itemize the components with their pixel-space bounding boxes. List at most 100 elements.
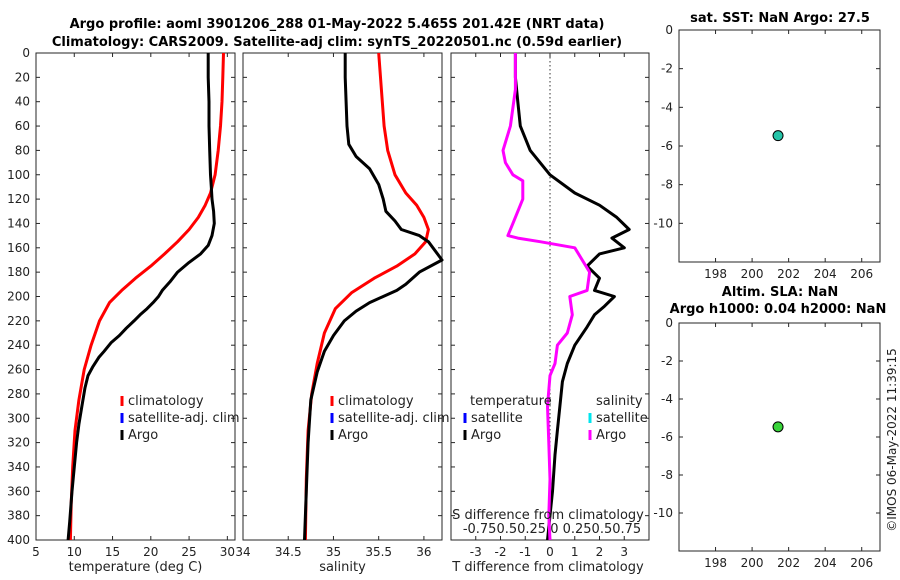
y-tick-label: 200 xyxy=(7,290,30,304)
salinity-panel: 34 34.5 35 35.5 36 salinity climatology satelli… xyxy=(235,52,450,575)
y-tick-label: 280 xyxy=(7,387,30,401)
x-tick-label: 34.5 xyxy=(275,545,302,559)
x-tick-label: -3 xyxy=(470,545,482,559)
y-tick-label: 0 xyxy=(22,46,30,60)
y-tick-label: 260 xyxy=(7,363,30,377)
y-tick-label: -8 xyxy=(661,468,673,482)
x-tick-label: 1 xyxy=(571,545,579,559)
sla-panel-title-line-2: Argo h1000: 0.04 h2000: NaN xyxy=(670,302,887,317)
y-tick-label: -4 xyxy=(661,392,673,406)
y-tick-label: 300 xyxy=(7,411,30,425)
y-tick-label: 240 xyxy=(7,338,30,352)
y-tick-label: 60 xyxy=(15,119,30,133)
legend-label: Argo xyxy=(128,428,158,443)
x-tick-label: 206 xyxy=(850,267,873,281)
plot-frame xyxy=(35,52,236,541)
y-tick-label: 220 xyxy=(7,314,30,328)
legend-label: Argo xyxy=(596,428,626,443)
y-tick-label: -4 xyxy=(661,100,673,114)
title-line-1: Argo profile: aoml 3901206_288 01-May-20… xyxy=(70,17,605,32)
y-tick-label: 0 xyxy=(665,23,673,37)
argo-position-marker xyxy=(772,130,784,142)
x-tick-label: 200 xyxy=(741,267,764,281)
x-axis-label: T difference from climatology xyxy=(451,560,644,575)
x-tick-label: 202 xyxy=(777,267,800,281)
y-tick-label: 340 xyxy=(7,460,30,474)
series-t-argo-line xyxy=(513,53,631,541)
y-tick-label: -2 xyxy=(661,354,673,368)
y-tick-label: 320 xyxy=(7,436,30,450)
x-tick-label: 36 xyxy=(416,545,431,559)
y-tick-label: 20 xyxy=(15,70,30,84)
y-tick-label: 120 xyxy=(7,192,30,206)
x-tick-label: 5 xyxy=(32,545,40,559)
series-argo-line xyxy=(66,53,216,541)
x-tick-label: 204 xyxy=(814,267,837,281)
y-tick-label: -8 xyxy=(661,178,673,192)
title-line-2: Climatology: CARS2009. Satellite-adj cli… xyxy=(52,35,622,50)
y-tick-label: 360 xyxy=(7,484,30,498)
legend-label: satellite-adj. clim xyxy=(338,411,450,426)
legend-label: Argo xyxy=(471,428,501,443)
x-tick-label: 35 xyxy=(326,545,341,559)
sla-panel-title-line-1: Altim. SLA: NaN xyxy=(722,285,838,300)
x-tick-label: 10 xyxy=(67,545,82,559)
series-argo-line xyxy=(303,53,444,541)
x-tick-label: 204 xyxy=(814,556,837,570)
timestamp-stamp: ©IMOS 06-May-2022 11:39:15 xyxy=(885,348,899,532)
x-tick-label: 0 xyxy=(546,545,554,559)
sst-panel-title: sat. SST: NaN Argo: 27.5 xyxy=(690,11,870,26)
legend-label: satellite-adj. clim xyxy=(128,411,240,426)
x-tick-label: 34 xyxy=(235,545,250,559)
x-tick-label: 202 xyxy=(777,556,800,570)
legend-title-temperature: temperature xyxy=(470,394,552,409)
x-tick-label: 198 xyxy=(704,556,727,570)
x-tick-label: 25 xyxy=(181,545,196,559)
y-tick-label: -2 xyxy=(661,62,673,76)
legend-label: satellite xyxy=(471,411,523,426)
legend-label: climatology xyxy=(128,394,204,409)
y-tick-label: 180 xyxy=(7,265,30,279)
y-tick-label: 160 xyxy=(7,241,30,255)
y-tick-label: 400 xyxy=(7,533,30,547)
s-axis-ticks: -0.750.50.25 0 0.250.50.75 xyxy=(463,522,641,537)
x-tick-label: 198 xyxy=(704,267,727,281)
sla-map-panel: 198 200 202 204 206 0 -2 -4 -6 -8 -10 xyxy=(653,316,881,570)
x-tick-label: 200 xyxy=(741,556,764,570)
x-tick-label: 20 xyxy=(143,545,158,559)
y-tick-label: -6 xyxy=(661,139,673,153)
y-tick-label: 40 xyxy=(15,95,30,109)
legend-title-salinity: salinity xyxy=(596,394,643,409)
x-tick-label: -1 xyxy=(519,545,531,559)
y-tick-label: -10 xyxy=(653,216,673,230)
temperature-panel: 5 10 15 20 25 3002040608010012014016018020022… xyxy=(7,46,240,575)
legend-label: climatology xyxy=(338,394,414,409)
series-climatology-line xyxy=(68,52,225,541)
x-tick-label: -2 xyxy=(495,545,507,559)
legend-label: satellite xyxy=(596,411,648,426)
sst-map-panel: 198 200 202 204 206 0 -2 -4 -6 -8 -10 xyxy=(653,23,881,281)
series-s-argo-line xyxy=(501,53,592,541)
y-tick-label: -6 xyxy=(661,430,673,444)
y-tick-label: 140 xyxy=(7,216,30,230)
x-tick-label: 3 xyxy=(620,545,628,559)
plot-frame xyxy=(678,322,881,552)
series-climatology-line xyxy=(303,52,430,541)
y-tick-label: 0 xyxy=(665,316,673,330)
x-tick-label: 2 xyxy=(596,545,604,559)
x-axis-label: temperature (deg C) xyxy=(69,560,203,575)
s-axis-label: S difference from climatology xyxy=(452,508,644,523)
x-tick-label: 35.5 xyxy=(365,545,392,559)
y-tick-label: 380 xyxy=(7,509,30,523)
y-tick-label: -10 xyxy=(653,506,673,520)
plot-frame xyxy=(678,29,881,263)
difference-panel: -3 -2 -1 0 1 2 3T difference from climatology S… xyxy=(450,52,650,575)
y-tick-label: 80 xyxy=(15,143,30,157)
x-tick-label: 15 xyxy=(105,545,120,559)
legend-label: Argo xyxy=(338,428,368,443)
y-tick-label: 100 xyxy=(7,168,30,182)
x-axis-label: salinity xyxy=(319,560,366,575)
argo-position-marker xyxy=(772,421,784,433)
x-tick-label: 30 xyxy=(220,545,235,559)
